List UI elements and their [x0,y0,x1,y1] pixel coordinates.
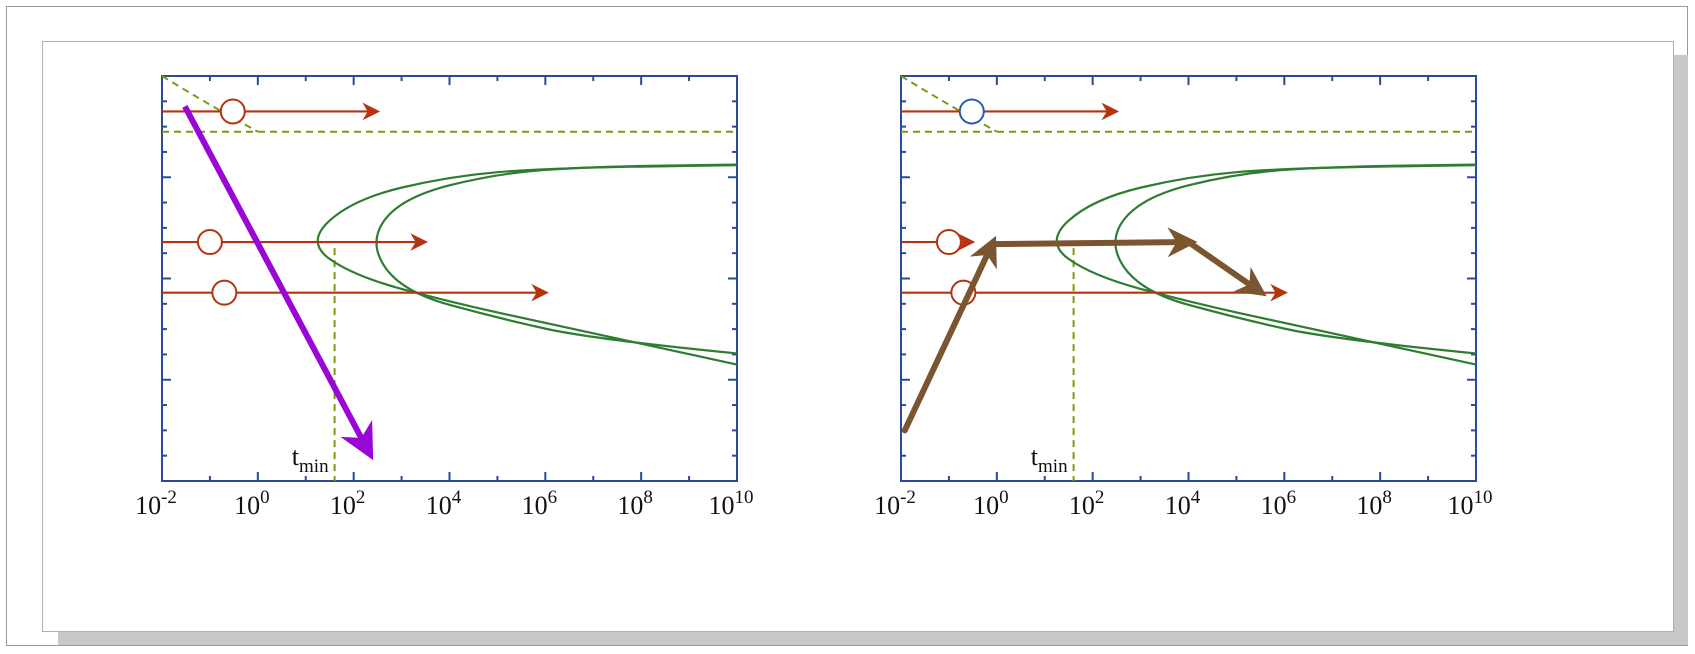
x-tick-label-exp: 8 [1382,487,1392,508]
x-tick-label-base: 10 [1069,491,1095,520]
path-a-marker [935,229,962,256]
x-tick-label-exp: 10 [735,487,754,508]
x-tick-label: 108 [617,487,653,520]
t-min-label: tmin [1031,442,1068,477]
path-c-marker [219,98,246,125]
figure-panel [42,41,1674,632]
x-tick-label: 108 [1356,487,1392,520]
x-tick-label: 1010 [709,487,754,520]
plot-frame [900,75,1477,482]
crystallize-arrow-2 [989,227,1198,258]
x-tick-label-base: 10 [1448,491,1474,520]
x-tick-label-exp: 6 [548,487,558,508]
x-tick-label-base: 10 [1356,491,1382,520]
series-curve-99pct [375,163,738,355]
t-min-label-sub: min [1038,456,1068,477]
x-tick-label: 104 [1165,487,1201,520]
t-min-label-base: t [292,442,300,471]
x-tick-label-base: 10 [617,491,643,520]
x-tick-label: 10-2 [874,487,916,520]
x-tick-label-base: 10 [709,491,735,520]
t-min-label-sub: min [299,456,329,477]
crystallize-arrow-1 [901,235,997,434]
t-min-label-base: t [1031,442,1039,471]
melting-curve [900,75,998,133]
t-min-label: tmin [292,442,329,477]
quench-arrow [182,104,374,461]
x-tick-label-exp: 2 [356,487,366,508]
path-c-marker [958,98,985,125]
x-tick-label-exp: -2 [900,487,916,508]
x-tick-label: 102 [330,487,366,520]
crystallize-arrow-3 [1185,239,1267,297]
melting-curve [161,75,259,133]
x-tick-label: 104 [426,487,462,520]
series-curve-1pct [316,164,738,366]
path-b-marker [211,279,238,306]
x-tick-label-exp: 4 [1191,487,1201,508]
x-tick-label: 1010 [1448,487,1493,520]
x-tick-label: 100 [234,487,269,520]
x-tick-label-exp: 4 [452,487,462,508]
x-tick-label-base: 10 [1165,491,1191,520]
x-tick-label-base: 10 [330,491,356,520]
x-tick-label: 10-2 [135,487,177,520]
plot-frame [161,75,738,482]
x-tick-label: 106 [522,487,558,520]
x-tick-label-base: 10 [426,491,452,520]
x-tick-label: 100 [973,487,1009,520]
x-tick-label-exp: 2 [1095,487,1105,508]
series-curve-1pct [1055,164,1477,366]
x-tick-label: 102 [1069,487,1105,520]
x-tick-label-exp: -2 [161,487,177,508]
x-tick-label-base: 10 [973,491,999,520]
x-tick-label-exp: 8 [643,487,653,508]
x-tick-label-base: 10 [522,491,548,520]
series-curve-99pct [1114,163,1477,355]
x-tick-label-exp: 0 [999,487,1009,508]
x-tick-label-exp: 0 [260,487,270,508]
x-tick-label: 106 [1261,487,1297,520]
x-tick-label-base: 10 [135,491,161,520]
path-a-marker [196,229,223,256]
x-tick-label-base: 10 [874,491,900,520]
x-tick-label-base: 10 [1261,491,1287,520]
x-tick-label-base: 10 [234,491,260,520]
x-tick-label-exp: 6 [1287,487,1297,508]
x-tick-label-exp: 10 [1474,487,1493,508]
